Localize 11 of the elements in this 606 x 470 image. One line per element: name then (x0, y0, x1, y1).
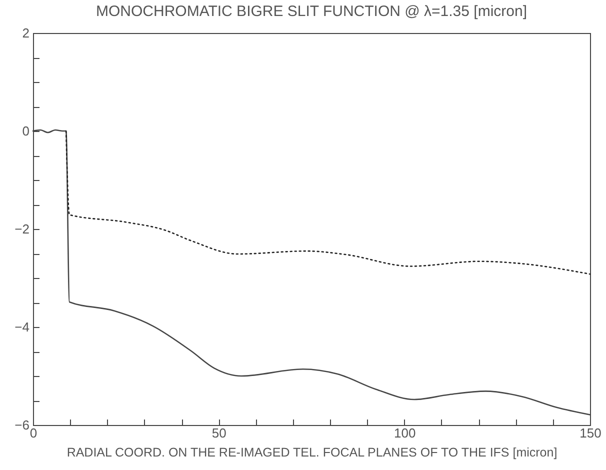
x-tick-label: 50 (212, 426, 226, 440)
x-axis-title: RADIAL COORD. ON THE RE-IMAGED TEL. FOCAL PLANES OF TO THE IFS [micron] (66, 446, 558, 460)
y-tick-label: −2 (14, 222, 30, 236)
y-tick-label: −4 (14, 320, 30, 334)
line-series (65, 130, 591, 275)
chart-title: MONOCHROMATIC BIGRE SLIT FUNCTION @ λ=1.35 [micron] (96, 3, 527, 20)
y-tick-label: −6 (14, 418, 30, 432)
x-tick-label: 150 (580, 426, 602, 440)
y-tick-label: 2 (22, 26, 30, 40)
x-tick-label: 100 (394, 426, 416, 440)
y-tick-label: 0 (22, 124, 30, 138)
